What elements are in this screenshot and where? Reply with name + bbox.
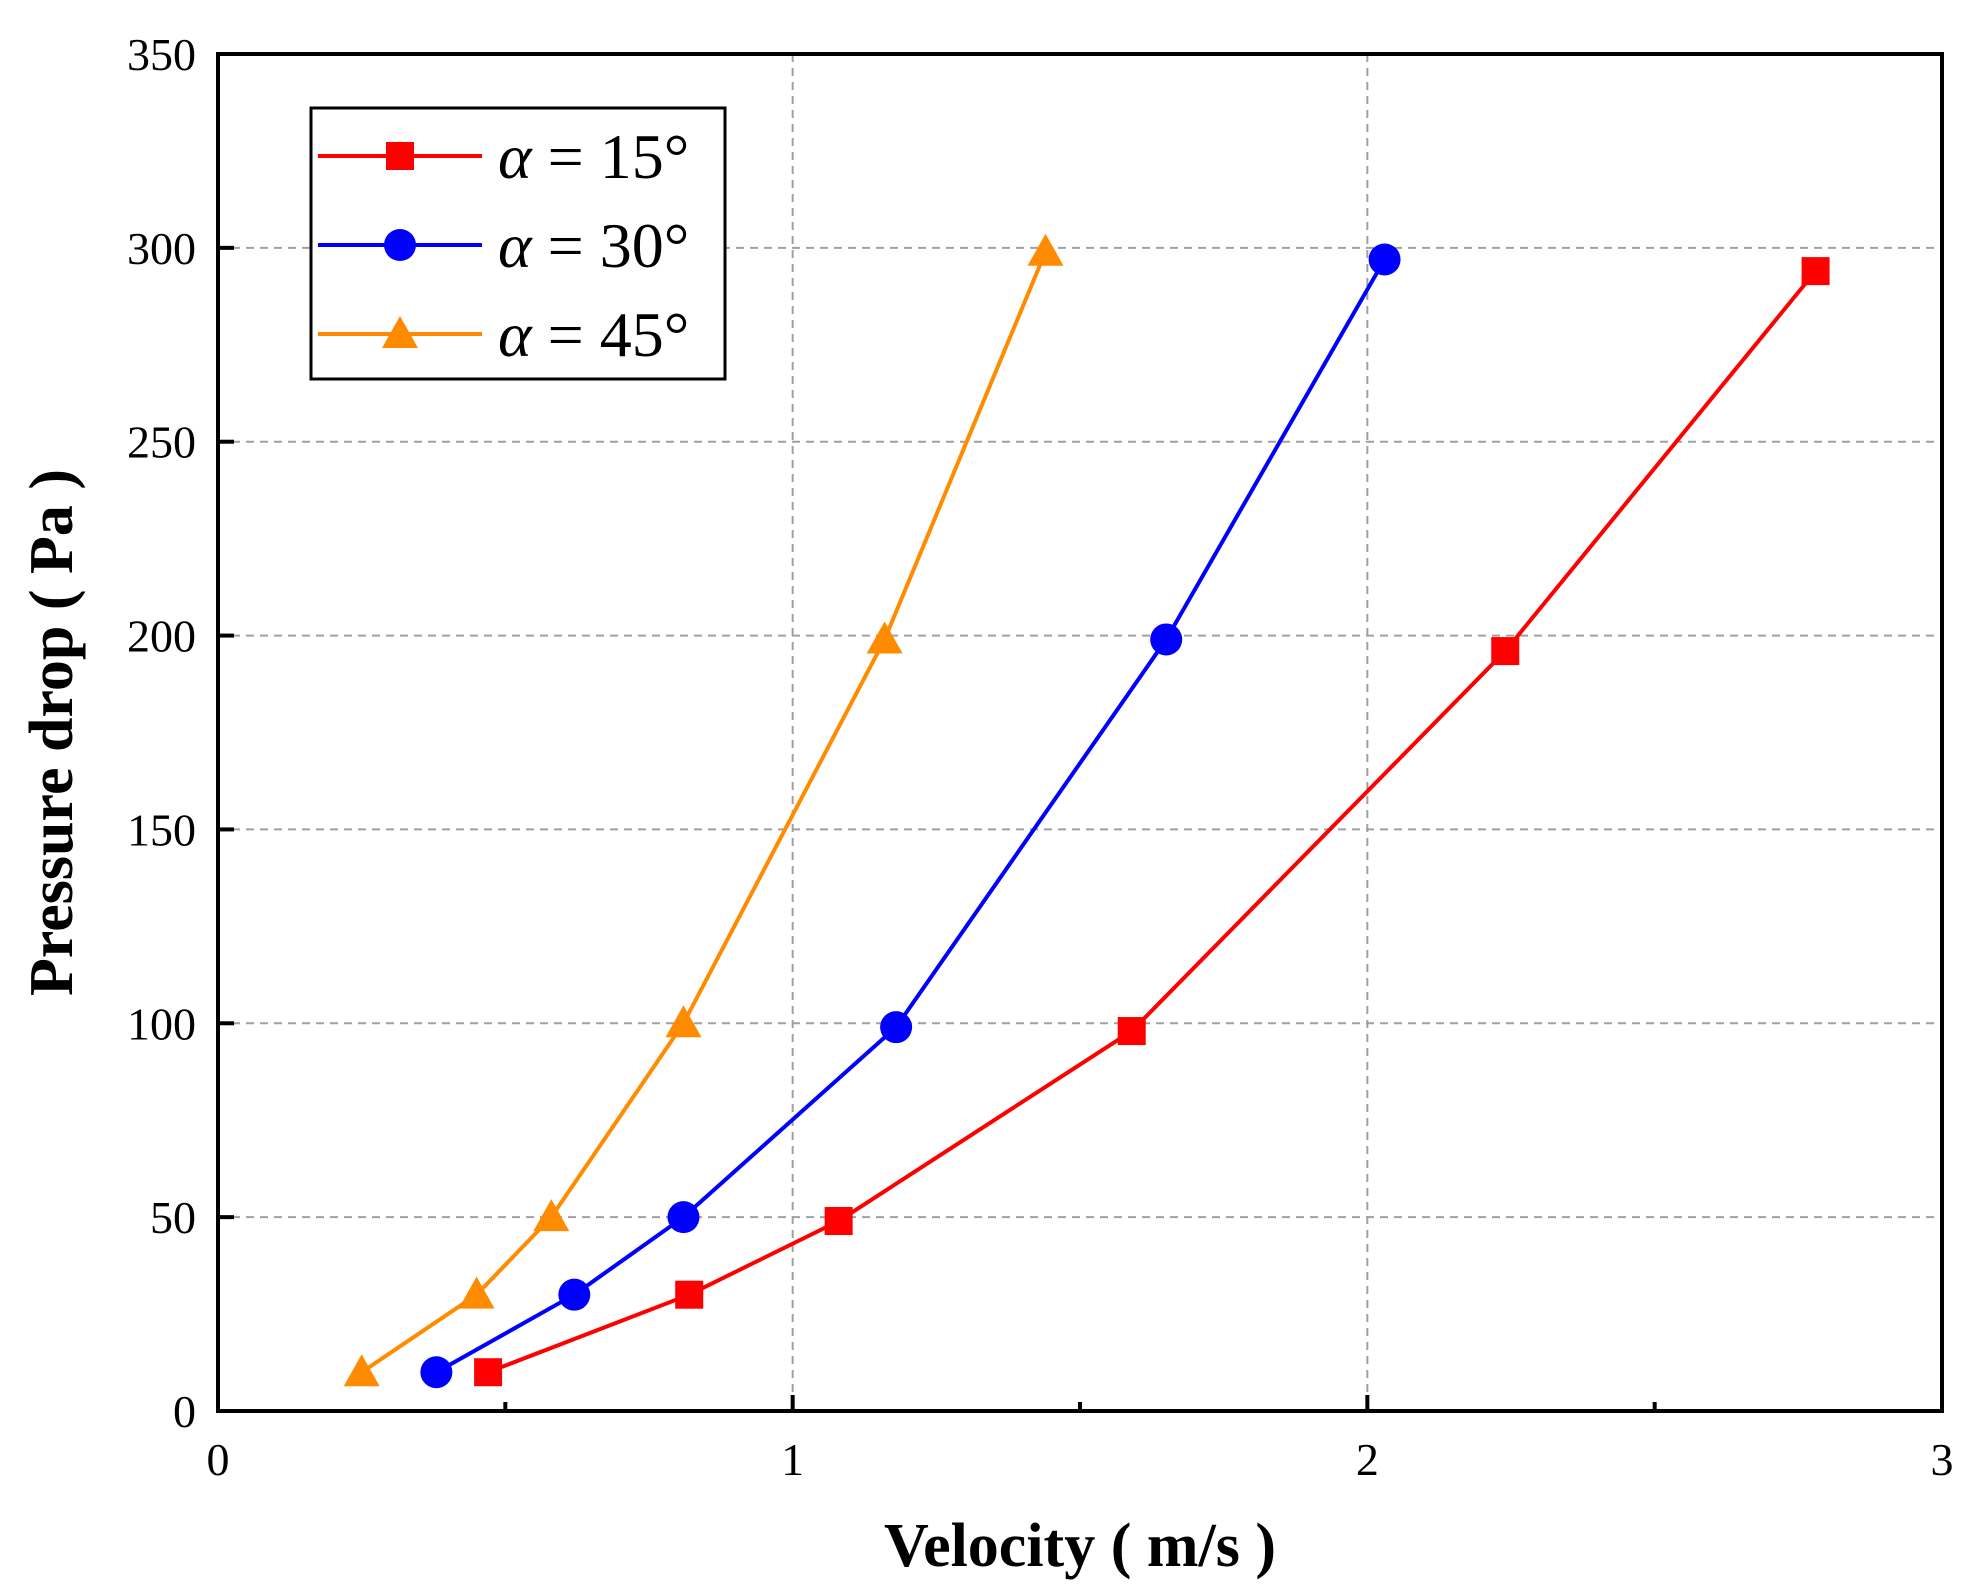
x-tick-label: 3	[1931, 1434, 1954, 1485]
data-point-triangle	[533, 1199, 570, 1232]
series-line-circle	[435, 258, 1387, 1374]
legend: α = 15° α = 30° α = 45°	[309, 106, 727, 381]
legend-label: α = 45°	[498, 299, 689, 370]
x-tick-label: 1	[781, 1434, 804, 1485]
data-point-triangle	[866, 621, 903, 654]
y-tick-label: 50	[150, 1192, 196, 1243]
y-tick-label: 0	[173, 1386, 196, 1437]
legend-marker-circle	[384, 229, 416, 261]
data-point-triangle	[1027, 233, 1064, 266]
data-point-circle	[667, 1201, 700, 1234]
data-point-square	[675, 1280, 704, 1309]
data-point-square	[474, 1358, 503, 1387]
data-point-square	[1491, 637, 1520, 666]
y-tick-label: 150	[127, 804, 196, 855]
tick-labels: 0 1 2 3 0 50 100 150 200 250 300 350	[127, 29, 1954, 1485]
series-line-triangle	[360, 250, 1048, 1374]
series-lines	[360, 250, 1818, 1375]
x-axis-title: Velocity ( m/s )	[884, 1512, 1276, 1580]
legend-label: α = 30°	[498, 210, 689, 281]
data-point-triangle	[665, 1005, 702, 1038]
y-tick-label: 350	[127, 29, 196, 80]
grid-lines	[218, 54, 1942, 1411]
series-line-square	[487, 269, 1818, 1375]
data-point-circle	[1368, 243, 1401, 276]
y-tick-label: 250	[127, 417, 196, 468]
legend-label: α = 15°	[498, 121, 689, 192]
y-tick-label: 200	[127, 611, 196, 662]
data-point-circle	[558, 1278, 591, 1311]
data-point-circle	[880, 1011, 913, 1044]
data-point-square	[1117, 1017, 1146, 1046]
data-point-triangle	[343, 1354, 380, 1387]
data-point-square	[1801, 257, 1830, 286]
axis-ticks	[216, 52, 1944, 1413]
y-tick-label: 100	[127, 998, 196, 1049]
y-axis-title: Pressure drop ( Pa )	[18, 469, 86, 996]
y-tick-label: 300	[127, 223, 196, 274]
legend-marker-square	[386, 142, 414, 170]
series-markers	[343, 233, 1830, 1389]
data-point-circle	[1150, 623, 1183, 656]
x-tick-label: 0	[207, 1434, 230, 1485]
x-tick-label: 2	[1356, 1434, 1379, 1485]
legend-marker-triangle	[382, 316, 418, 348]
data-point-circle	[420, 1356, 453, 1389]
data-point-triangle	[458, 1276, 495, 1309]
data-point-square	[824, 1207, 853, 1236]
